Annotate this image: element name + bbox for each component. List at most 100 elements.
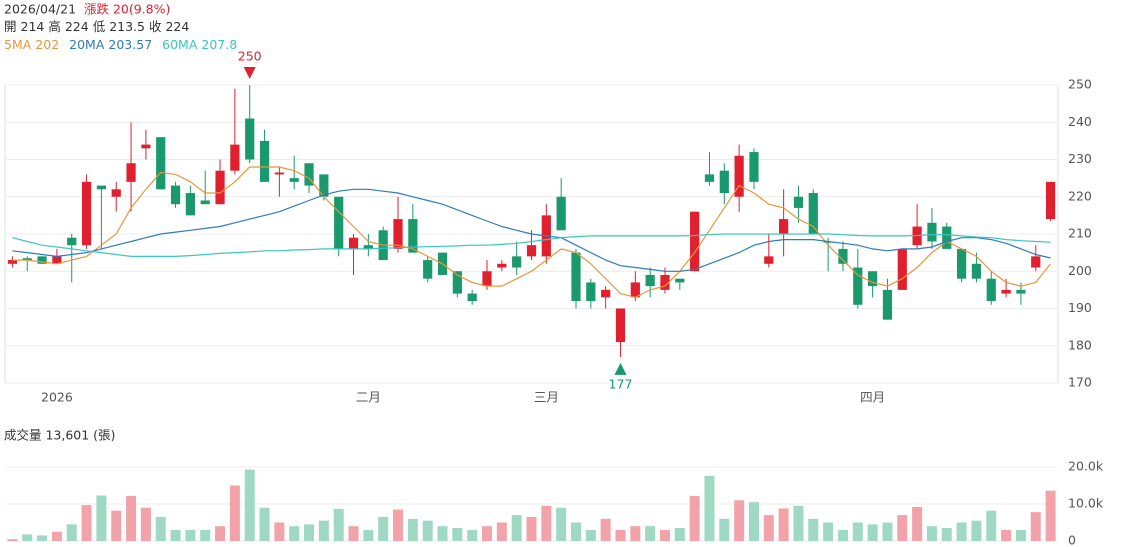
candle-body — [853, 267, 863, 305]
candle-body — [289, 178, 299, 182]
legend-value: 202 — [35, 37, 59, 52]
x-tick-label: 三月 — [534, 390, 559, 405]
candle-body — [1045, 181, 1056, 220]
candle-body — [111, 189, 121, 197]
y-tick-label: 0 — [1068, 533, 1076, 547]
volume-bar — [96, 495, 107, 541]
volume-bar — [111, 510, 122, 541]
volume-bar — [7, 539, 18, 541]
candle-body — [363, 245, 373, 249]
volume-bar — [971, 520, 982, 541]
candle-body — [615, 308, 626, 343]
volume-bar — [585, 529, 596, 541]
candle-body — [630, 282, 640, 298]
volume-bar — [422, 520, 433, 541]
candle-body — [779, 219, 789, 234]
volume-bar — [333, 508, 344, 541]
volume-bar — [437, 526, 448, 541]
candle-body — [645, 274, 655, 287]
y-tick-label: 170 — [1068, 375, 1092, 390]
volume-bar — [941, 528, 952, 541]
volume-bar — [1001, 529, 1012, 541]
candle-body — [704, 174, 715, 182]
candle-body — [882, 289, 893, 320]
candle-body — [274, 172, 284, 175]
x-tick-label: 二月 — [356, 390, 381, 405]
volume-bar — [630, 526, 641, 541]
candle-body — [808, 193, 818, 234]
volume-bar — [778, 508, 789, 541]
candle-body — [719, 170, 729, 194]
candle-body — [927, 222, 937, 242]
legend-name: 5MA — [4, 37, 32, 52]
y-tick-label: 250 — [1068, 77, 1092, 92]
volume-bar — [259, 507, 270, 541]
candle-body — [986, 278, 996, 302]
volume-bar — [1030, 512, 1041, 541]
candle-body — [259, 140, 270, 182]
candle-body — [586, 282, 596, 302]
volume-bar — [467, 529, 478, 541]
candle-body — [749, 152, 759, 182]
volume-bar — [378, 516, 389, 541]
volume-bar — [719, 518, 730, 541]
candle-body — [660, 274, 670, 290]
candle-body — [81, 181, 92, 246]
candle-body — [393, 219, 403, 249]
candle-body — [170, 185, 181, 205]
volume-bar — [215, 526, 226, 541]
volume-bar — [837, 529, 848, 541]
volume-bar — [407, 518, 418, 541]
volume-bar — [22, 534, 33, 541]
volume-bar — [867, 524, 878, 541]
volume-bar — [348, 526, 359, 541]
volume-bar — [912, 506, 923, 541]
volume-bar — [570, 522, 581, 541]
y-tick-label: 10.0k — [1068, 496, 1104, 511]
volume-bar — [37, 535, 48, 541]
candle-body — [200, 200, 210, 205]
volume-bar — [274, 522, 285, 541]
candle-body — [230, 144, 240, 171]
candle-body — [482, 271, 492, 287]
volume-bar — [304, 524, 315, 541]
candle-body — [1016, 289, 1026, 294]
volume-bar — [229, 485, 240, 541]
legend-name: 20MA — [69, 37, 105, 52]
volume-bar — [363, 529, 374, 541]
volume-bar — [452, 528, 463, 541]
candle-body — [22, 258, 32, 261]
candle-body — [512, 256, 522, 268]
volume-bar — [793, 505, 804, 541]
y-tick-label: 240 — [1068, 114, 1092, 129]
candle-body — [245, 118, 255, 160]
candle-body — [497, 263, 507, 268]
ma-line — [12, 188, 1051, 272]
change: 漲跌 20(9.8%) — [84, 2, 170, 17]
x-tick-label: 2026 — [41, 390, 73, 405]
y-tick-label: 210 — [1068, 226, 1092, 241]
candle-body — [52, 256, 62, 264]
volume-bar — [763, 515, 774, 541]
candle-body — [7, 260, 18, 264]
candle-body — [141, 144, 151, 149]
volume-bar — [986, 510, 997, 541]
candle-body — [942, 226, 952, 249]
max-marker — [243, 67, 256, 79]
volume-bar — [126, 495, 137, 541]
candle-body — [868, 271, 878, 287]
volume-bar — [155, 516, 166, 541]
candle-body — [67, 237, 77, 246]
volume-bar — [200, 529, 211, 541]
ohlc-label: 高 — [48, 19, 61, 34]
candle-body — [334, 196, 344, 249]
candle-body — [37, 256, 47, 264]
volume-bar — [556, 507, 567, 541]
volume-bar — [882, 522, 893, 541]
volume-bar — [511, 515, 522, 541]
volume-bar — [645, 526, 656, 541]
candle-body — [1031, 256, 1041, 268]
candle-body — [571, 252, 581, 302]
volume-bar — [51, 531, 62, 541]
